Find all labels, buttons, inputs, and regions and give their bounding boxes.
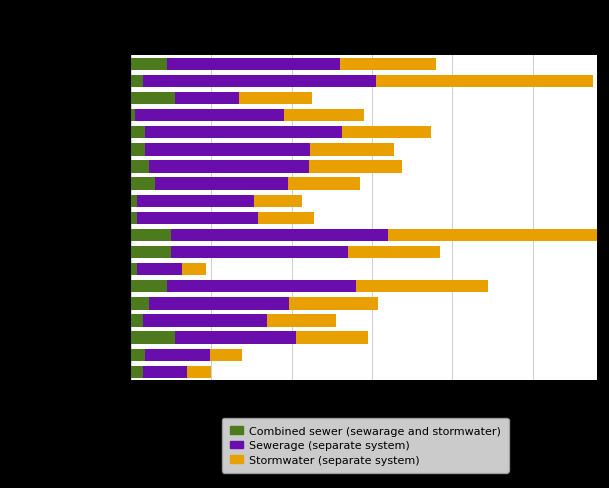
Bar (131, 178, 155, 190)
Bar (131, 349, 146, 361)
Bar (376, 76, 593, 88)
Bar (167, 59, 340, 71)
Bar (187, 366, 211, 378)
Bar (131, 59, 167, 71)
Bar (267, 315, 336, 327)
Bar (131, 212, 138, 224)
Bar (254, 195, 302, 207)
Bar (310, 144, 395, 156)
Bar (143, 315, 267, 327)
Bar (181, 264, 206, 276)
Bar (175, 93, 239, 105)
Bar (131, 161, 149, 173)
Legend: Combined sewer (sewarage and stormwater), Sewerage (separate system), Stormwater: Combined sewer (sewarage and stormwater)… (222, 418, 509, 473)
Bar (175, 332, 295, 344)
Bar (167, 281, 356, 293)
Bar (131, 366, 143, 378)
Bar (295, 332, 368, 344)
Bar (289, 298, 378, 310)
Bar (131, 110, 135, 122)
Bar (340, 59, 436, 71)
Bar (155, 178, 287, 190)
Bar (356, 281, 488, 293)
Bar (388, 229, 609, 242)
Bar (146, 144, 310, 156)
Bar (131, 264, 138, 276)
Bar (149, 161, 309, 173)
Bar (209, 349, 242, 361)
Bar (171, 246, 348, 259)
Bar (239, 93, 312, 105)
Bar (146, 127, 342, 139)
Bar (131, 93, 175, 105)
Bar (258, 212, 314, 224)
Bar (131, 332, 175, 344)
Bar (131, 127, 146, 139)
Bar (149, 298, 289, 310)
Bar (138, 264, 181, 276)
Bar (131, 298, 149, 310)
Bar (138, 212, 258, 224)
Bar (309, 161, 401, 173)
Bar (146, 349, 209, 361)
Bar (131, 246, 171, 259)
Bar (284, 110, 364, 122)
Bar (135, 110, 284, 122)
Bar (131, 229, 171, 242)
Bar (131, 195, 138, 207)
Bar (131, 144, 146, 156)
Bar (143, 76, 376, 88)
Bar (143, 366, 187, 378)
Bar (131, 315, 143, 327)
Bar (171, 229, 388, 242)
Bar (342, 127, 431, 139)
Bar (131, 281, 167, 293)
Bar (287, 178, 360, 190)
Bar (131, 76, 143, 88)
Bar (138, 195, 254, 207)
Bar (348, 246, 440, 259)
